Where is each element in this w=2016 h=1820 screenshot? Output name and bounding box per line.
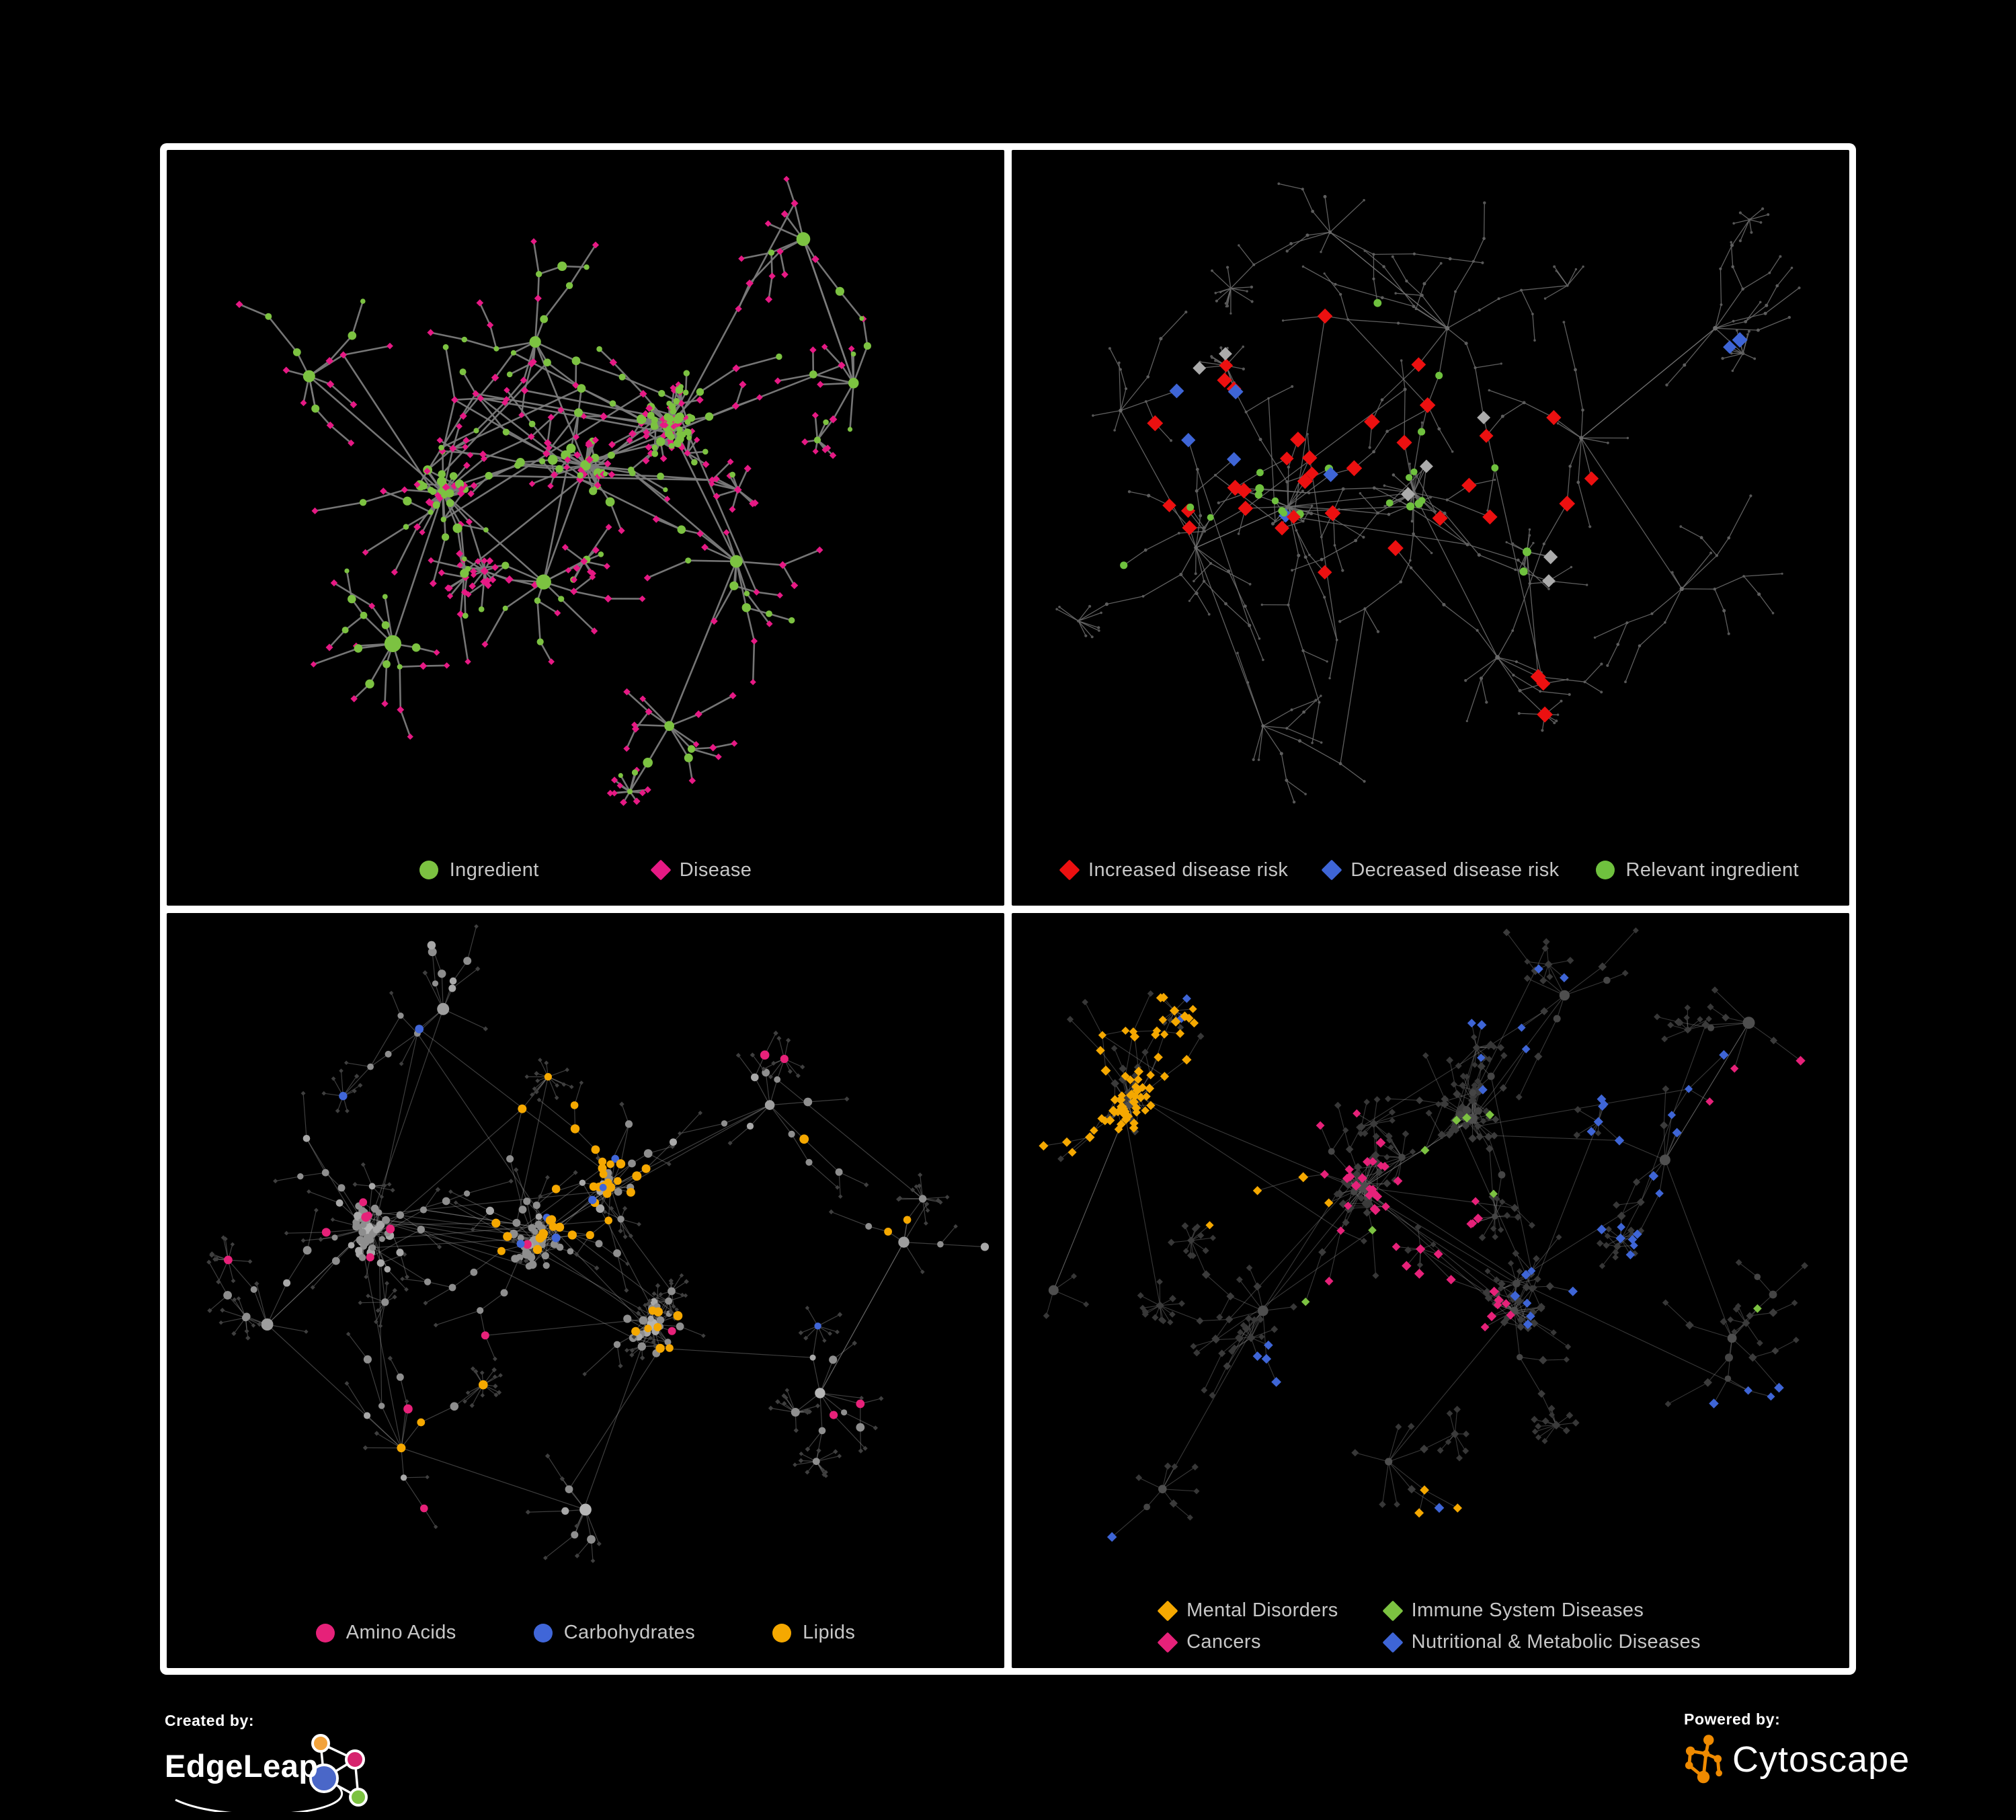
panel-disease-categories: Mental Disorders Immune System Diseases Ca… bbox=[1012, 912, 1849, 1668]
created-by-label: Created by: bbox=[165, 1712, 255, 1729]
powered-by-block: Powered by: bbox=[1684, 1710, 1910, 1785]
legend-item: Ingredient bbox=[419, 859, 539, 881]
legend-label: Disease bbox=[679, 859, 752, 881]
circle-legend-marker-icon bbox=[533, 1623, 553, 1643]
network-graph-ingredient-disease bbox=[235, 175, 871, 806]
legend-label: Lipids bbox=[803, 1622, 856, 1643]
diamond-legend-marker-icon bbox=[650, 859, 672, 881]
legend-item: Mental Disorders bbox=[1157, 1599, 1338, 1622]
legend-item: Relevant ingredient bbox=[1595, 859, 1800, 881]
panel-ingredient-classes: Amino Acids Carbohydrates Lipids bbox=[167, 912, 1004, 1668]
legend-item: Disease bbox=[650, 859, 752, 881]
circle-legend-marker-icon bbox=[315, 1623, 335, 1643]
legend-item: Immune System Diseases bbox=[1382, 1599, 1644, 1622]
legend-item: Lipids bbox=[772, 1622, 855, 1644]
legend-item: Cancers bbox=[1157, 1631, 1261, 1653]
legend-label: Mental Disorders bbox=[1186, 1599, 1338, 1621]
legend-label: Decreased disease risk bbox=[1350, 859, 1560, 881]
cytoscape-icon bbox=[1685, 1735, 1723, 1784]
legend-item: Amino Acids bbox=[315, 1622, 456, 1644]
edgeleap-logo: EdgeLeap bbox=[165, 1733, 407, 1812]
edgeleap-wordmark: EdgeLeap bbox=[165, 1748, 319, 1784]
legend-ingredient-disease: Ingredient Disease bbox=[167, 859, 1004, 881]
legend-item: Carbohydrates bbox=[533, 1622, 696, 1644]
diamond-legend-marker-icon bbox=[1157, 1599, 1178, 1622]
legend-label: Ingredient bbox=[449, 859, 539, 881]
legend-disease-risk: Increased disease risk Decreased disease … bbox=[1012, 859, 1849, 881]
diamond-legend-marker-icon bbox=[1382, 1631, 1404, 1653]
legend-label: Carbohydrates bbox=[563, 1622, 696, 1643]
circle-legend-marker-icon bbox=[1595, 861, 1615, 879]
legend-label: Increased disease risk bbox=[1088, 859, 1289, 881]
diamond-legend-marker-icon bbox=[1382, 1599, 1404, 1622]
legend-label: Immune System Diseases bbox=[1411, 1599, 1644, 1621]
legend-item: Nutritional & Metabolic Diseases bbox=[1382, 1631, 1701, 1653]
legend-disease-categories: Mental Disorders Immune System Diseases Ca… bbox=[1012, 1599, 1849, 1653]
created-by-block: Created by: EdgeLeap bbox=[165, 1712, 407, 1812]
legend-label: Nutritional & Metabolic Diseases bbox=[1411, 1631, 1701, 1653]
panel-disease-risk: Increased disease risk Decreased disease … bbox=[1012, 150, 1849, 906]
legend-item: Increased disease risk bbox=[1059, 859, 1289, 881]
panel-ingredient-disease: Ingredient Disease bbox=[167, 150, 1004, 906]
diamond-legend-marker-icon bbox=[1059, 859, 1080, 881]
legend-ingredient-classes: Amino Acids Carbohydrates Lipids bbox=[167, 1622, 1004, 1644]
panel-grid: Ingredient Disease Increased disease risk… bbox=[160, 143, 1856, 1675]
edgeleap-network-icon bbox=[175, 1734, 368, 1812]
diamond-legend-marker-icon bbox=[1157, 1631, 1178, 1653]
legend-label: Relevant ingredient bbox=[1625, 859, 1800, 881]
circle-legend-marker-icon bbox=[419, 861, 438, 879]
legend-item: Decreased disease risk bbox=[1321, 859, 1560, 881]
network-graph-disease-risk bbox=[1055, 182, 1801, 804]
cytoscape-wordmark: Cytoscape bbox=[1732, 1739, 1910, 1780]
powered-by-label: Powered by: bbox=[1684, 1710, 1781, 1728]
circle-legend-marker-icon bbox=[772, 1623, 792, 1643]
legend-label: Amino Acids bbox=[346, 1622, 456, 1643]
network-graph-disease-categories bbox=[1039, 926, 1808, 1542]
legend-label: Cancers bbox=[1186, 1631, 1261, 1653]
diamond-legend-marker-icon bbox=[1321, 859, 1342, 881]
cytoscape-logo: Cytoscape bbox=[1684, 1734, 1910, 1785]
network-graph-ingredient-classes bbox=[206, 924, 990, 1563]
